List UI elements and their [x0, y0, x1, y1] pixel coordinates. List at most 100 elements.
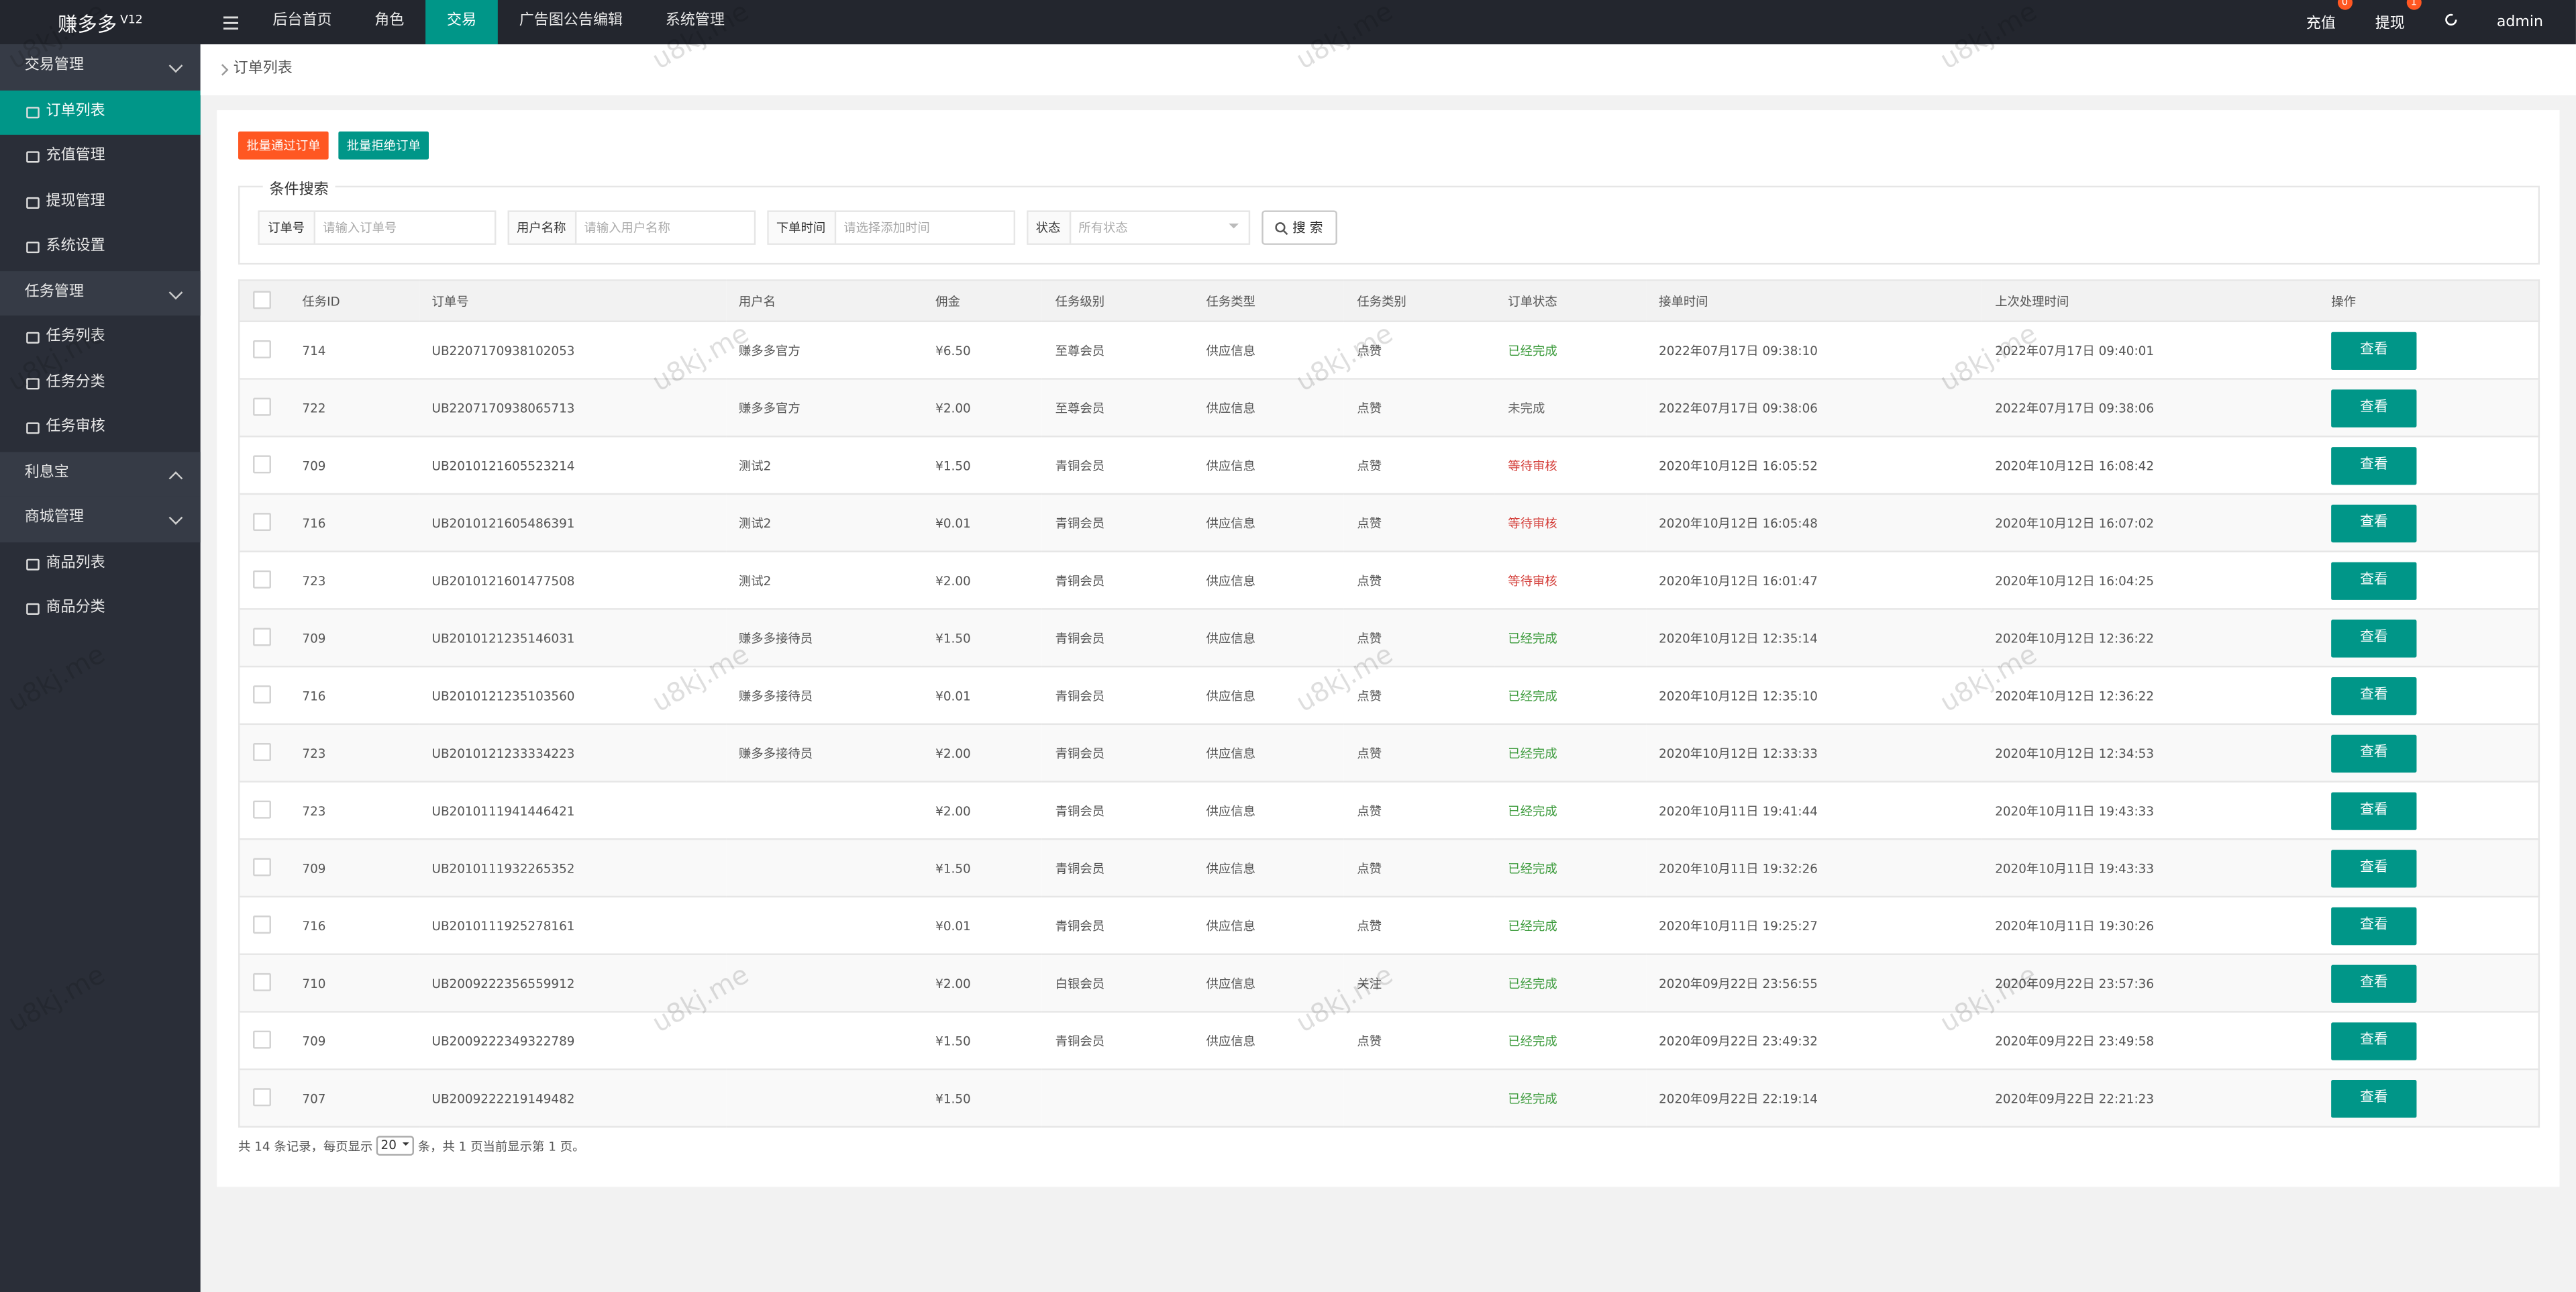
nav-item[interactable]: 交易	[425, 0, 498, 45]
view-button[interactable]: 查看	[2331, 389, 2417, 427]
cell: 2020年10月12日 12:34:53	[1981, 724, 2318, 783]
cell: 查看	[2318, 1011, 2540, 1071]
cell: 青铜会员	[1042, 781, 1193, 840]
cell: 赚多多官方	[725, 379, 923, 438]
cell: 供应信息	[1192, 954, 1344, 1013]
chevron	[168, 58, 183, 73]
nav-item[interactable]: 广告图公告编辑	[519, 13, 623, 30]
cell: 709	[289, 839, 419, 898]
checkbox[interactable]	[253, 742, 271, 760]
checkbox[interactable]	[253, 914, 271, 933]
top-link-label: 提现	[2375, 16, 2405, 33]
header-cell: 佣金	[922, 279, 1043, 323]
menu-group[interactable]: 商城管理	[0, 496, 201, 542]
menu-item[interactable]: 系统设置	[0, 226, 201, 270]
checkbox[interactable]	[253, 511, 271, 530]
cell: UB2010121235103560	[418, 666, 726, 726]
checkbox[interactable]	[253, 1087, 271, 1106]
menu-item[interactable]: 任务列表	[0, 315, 201, 360]
view-button[interactable]: 查看	[2331, 619, 2417, 657]
menu-item[interactable]: 任务分类	[0, 361, 201, 406]
view-button[interactable]: 查看	[2331, 1022, 2417, 1060]
checkbox[interactable]	[253, 454, 271, 473]
content-card: 批量通过订单 批量拒绝订单 条件搜索 订单号 请输入订单号 用户名称 请输入用户名称 下单…	[217, 110, 2560, 1187]
cell: 测试2	[725, 551, 923, 610]
field-input[interactable]: 请输入用户名称	[584, 220, 670, 236]
batch-button[interactable]: 批量拒绝订单	[338, 131, 429, 160]
top-bar: 赚多多 V12 后台首页 角色 交易 广告图公告编辑 系统管理 充值 0 提现 1 admin	[0, 0, 2576, 45]
order-row: 709 UB2010111932265352 ¥1.50 青铜会员 供应信息 点赞 已经完成…	[238, 839, 2540, 898]
view-button[interactable]: 查看	[2331, 676, 2417, 715]
view-button[interactable]: 查看	[2331, 561, 2417, 599]
view-button[interactable]: 查看	[2331, 906, 2417, 945]
checkbox[interactable]	[253, 857, 271, 876]
checkbox[interactable]	[253, 1030, 271, 1048]
cell: 2022年07月17日 09:38:06	[1645, 379, 1982, 438]
menu-group[interactable]: 任务管理	[0, 270, 201, 316]
view-button[interactable]: 查看	[2331, 734, 2417, 772]
cell: 等待审核	[1494, 436, 1646, 495]
checkbox[interactable]	[253, 290, 271, 309]
cell: 青铜会员	[1042, 666, 1193, 726]
cell	[725, 954, 923, 1013]
cell	[725, 896, 923, 955]
cell: 2020年10月12日 12:33:33	[1645, 724, 1982, 783]
field-input[interactable]: 请输入订单号	[323, 220, 397, 236]
menu-item[interactable]: 订单列表	[0, 89, 201, 135]
cell	[238, 724, 289, 783]
menu-icon	[26, 332, 40, 344]
cell: 2020年10月11日 19:41:44	[1645, 781, 1982, 840]
view-button[interactable]: 查看	[2331, 848, 2417, 887]
nav-item[interactable]: 后台首页	[272, 13, 332, 30]
user[interactable]: admin	[2496, 13, 2543, 31]
checkbox[interactable]	[253, 397, 271, 415]
checkbox[interactable]	[253, 339, 271, 358]
search-icon	[1274, 221, 1288, 234]
checkbox[interactable]	[253, 569, 271, 588]
cell: 2020年10月11日 19:25:27	[1645, 896, 1982, 955]
menu-group[interactable]: 利息宝	[0, 451, 201, 497]
batch-button[interactable]: 批量通过订单	[238, 131, 329, 160]
checkbox[interactable]	[253, 685, 271, 703]
brand: 赚多多 V12	[0, 0, 201, 44]
menu-toggle[interactable]	[209, 0, 252, 44]
view-button[interactable]: 查看	[2331, 791, 2417, 830]
top-link-label: 充值	[2306, 16, 2336, 33]
menu-item[interactable]: 充值管理	[0, 135, 201, 180]
nav-item[interactable]: 角色	[374, 13, 405, 30]
page-size-select[interactable]: 20	[376, 1136, 415, 1156]
cell: 已经完成	[1494, 724, 1646, 783]
field-input[interactable]: 所有状态	[1070, 212, 1247, 244]
top-link[interactable]: 充值 0	[2286, 0, 2355, 33]
menu-item[interactable]: 任务审核	[0, 406, 201, 451]
checkbox[interactable]	[253, 627, 271, 646]
view-button[interactable]: 查看	[2331, 964, 2417, 1002]
menu-item[interactable]: 商品列表	[0, 542, 201, 587]
refresh[interactable]	[2424, 13, 2477, 32]
search-button[interactable]: 搜 索	[1261, 210, 1337, 245]
menu-item[interactable]: 商品分类	[0, 587, 201, 632]
cell: 查看	[2318, 551, 2540, 610]
menu-group[interactable]: 交易管理	[0, 44, 201, 90]
menu-item-label: 订单列表	[46, 103, 105, 119]
field-label: 下单时间	[768, 211, 835, 244]
breadcrumb-arrow	[217, 64, 229, 76]
cell: 2020年10月11日 19:43:33	[1981, 839, 2318, 898]
view-button[interactable]: 查看	[2331, 503, 2417, 542]
badge: 0	[2337, 0, 2353, 10]
cell: 点赞	[1343, 379, 1495, 438]
checkbox[interactable]	[253, 799, 271, 818]
top-link[interactable]: 提现 1	[2355, 0, 2424, 33]
checkbox[interactable]	[253, 972, 271, 991]
cell: UB2010121235146031	[418, 609, 726, 668]
view-button[interactable]: 查看	[2331, 1079, 2417, 1117]
field-input[interactable]: 请选择添加时间	[843, 220, 930, 236]
header-cell: 操作	[2318, 279, 2540, 323]
view-button[interactable]: 查看	[2331, 331, 2417, 369]
menu-item[interactable]: 提现管理	[0, 180, 201, 225]
order-row: 716 UB2010121605486391 测试2 ¥0.01 青铜会员 供应信息 点赞等…	[238, 493, 2540, 552]
nav-item[interactable]: 系统管理	[665, 13, 725, 30]
cell: UB2207170938065713	[418, 379, 726, 438]
view-button[interactable]: 查看	[2331, 446, 2417, 485]
